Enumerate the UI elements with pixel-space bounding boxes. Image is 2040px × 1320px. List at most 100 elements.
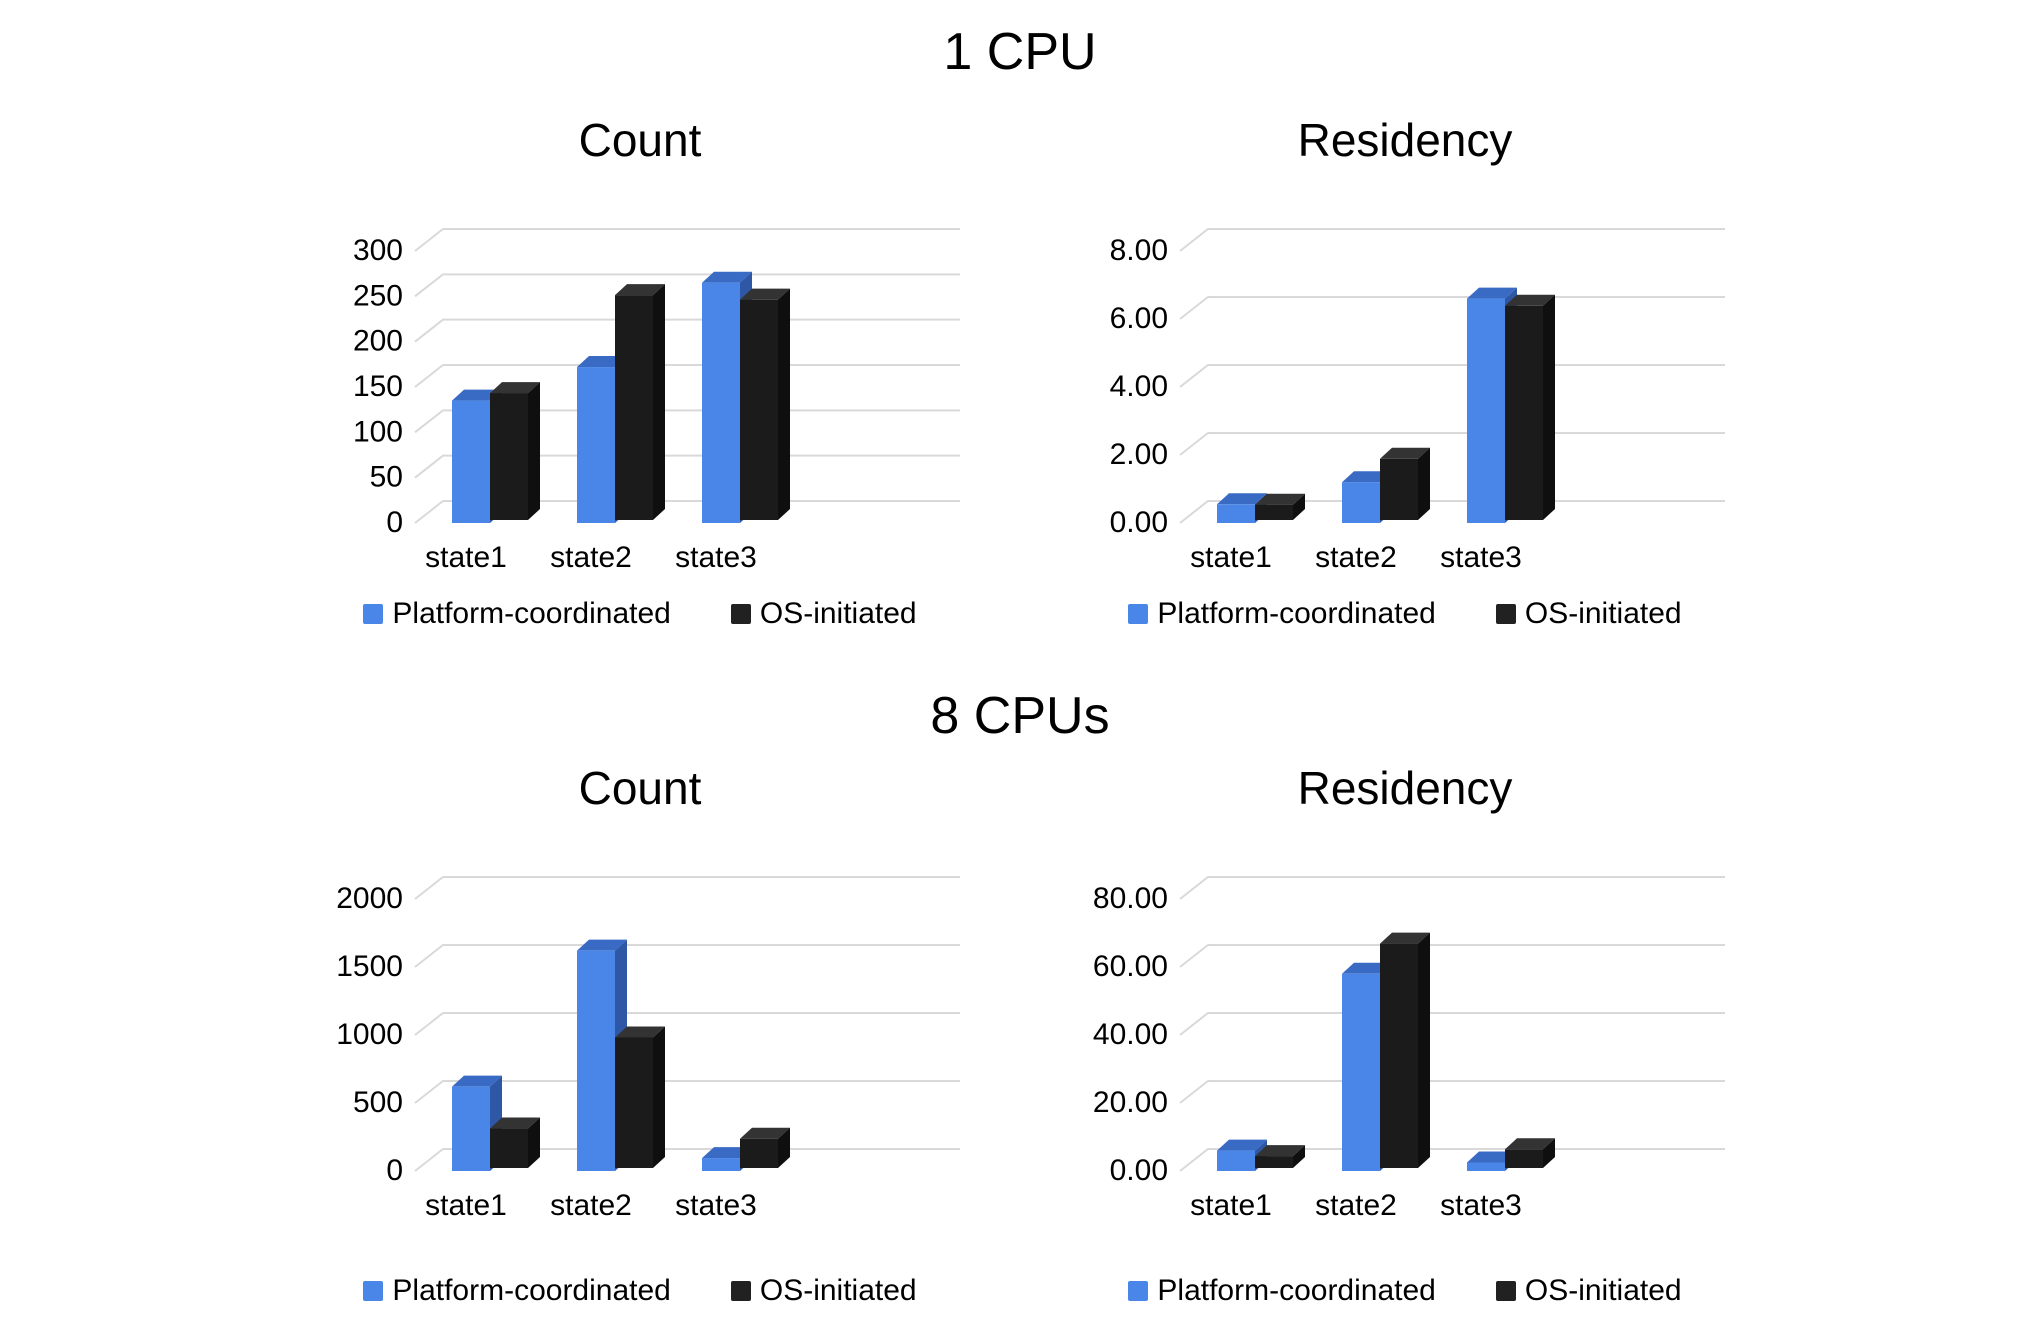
- legend: Platform-coordinated OS-initiated: [320, 597, 960, 631]
- chart-canvas: 0.00 20.00 40.00 60.00 80.00 state1 state2 stat…: [1093, 876, 1736, 1222]
- y-tick-label: 8.00: [1110, 234, 1168, 267]
- gridline: [1179, 364, 1736, 388]
- legend-swatch-platform-icon: [1128, 604, 1149, 624]
- gridline: [414, 876, 971, 900]
- legend-item-platform: Platform-coordinated: [363, 1274, 671, 1308]
- legend-swatch-os-icon: [1495, 1281, 1516, 1301]
- bar-platform-state3-top-face: [1467, 287, 1517, 299]
- gridline: [414, 1148, 971, 1172]
- y-tick-label: 2000: [336, 882, 403, 915]
- bar-os-state2-front-face: [615, 295, 653, 520]
- legend-swatch-os-icon: [730, 1281, 751, 1301]
- bar-platform-state1-front-face: [1217, 1150, 1255, 1171]
- y-tick-label: 80.00: [1093, 882, 1168, 915]
- bar-os-state3-front-face: [1505, 305, 1543, 520]
- bar-platform-state1-front-face: [452, 1086, 490, 1171]
- y-tick-label: 2.00: [1110, 438, 1168, 471]
- bar-platform-state2-front-face: [1342, 973, 1380, 1171]
- legend-item-os: OS-initiated: [730, 597, 917, 631]
- gridline: [414, 500, 971, 524]
- y-tick-label: 0.00: [1110, 506, 1168, 539]
- legend-label: OS-initiated: [759, 1274, 917, 1307]
- bar-os-state3-side-face: [1543, 1138, 1555, 1168]
- bar-platform-state2-front-face: [577, 367, 615, 523]
- bar-os-state1-front-face: [1255, 1156, 1293, 1168]
- gridline: [414, 454, 971, 479]
- bar-platform-state2-top-face: [577, 939, 627, 951]
- legend-label: Platform-coordinated: [1157, 1274, 1436, 1307]
- bar-os-state1-top-face: [1255, 493, 1305, 505]
- gridline: [1179, 1012, 1736, 1036]
- chart-canvas: 0 500 1000 1500 2000 state1 state2 state3: [336, 876, 971, 1222]
- bar-os-state1-side-face: [1293, 1145, 1305, 1168]
- legend-item-platform: Platform-coordinated: [1128, 1274, 1436, 1308]
- bar-platform-state3-front-face: [1467, 298, 1505, 523]
- bar-platform-state2-front-face: [1342, 482, 1380, 523]
- section-title-1cpu: 1 CPU: [943, 23, 1097, 81]
- y-tick-label: 20.00: [1093, 1086, 1168, 1119]
- x-category-label: state3: [675, 541, 757, 574]
- bar-os-state2-front-face: [615, 1037, 653, 1168]
- y-tick-label: 50: [370, 461, 403, 494]
- gridline: [1179, 432, 1736, 456]
- gridline: [414, 318, 971, 343]
- gridline: [1179, 500, 1736, 524]
- bar-os-state3-front-face: [740, 1138, 778, 1168]
- bar-os-state1-front-face: [1255, 504, 1293, 520]
- plot-area: 0.00 20.00 40.00 60.00 80.00 state1 state2 stat…: [1085, 844, 1736, 1229]
- bar-os-state3-top-face: [1505, 294, 1555, 306]
- legend-item-os: OS-initiated: [1495, 1274, 1682, 1308]
- legend-label: Platform-coordinated: [392, 1274, 671, 1307]
- bar-platform-state2-front-face: [577, 950, 615, 1171]
- bar-os-state2-top-face: [615, 1026, 665, 1038]
- x-category-label: state2: [550, 541, 632, 574]
- chart-title: Count: [578, 114, 702, 166]
- bar-os-state2-top-face: [615, 284, 665, 296]
- x-category-label: state1: [425, 1189, 507, 1222]
- gridline: [414, 273, 971, 298]
- chart-1cpu-residency: Residency 0.00 2.00 4.00 6.00 8.00 state1 stat…: [1085, 112, 1736, 631]
- bar-platform-state3-front-face: [702, 282, 740, 523]
- bar-os-state3-top-face: [1505, 1138, 1555, 1150]
- x-category-label: state3: [675, 1189, 757, 1222]
- bar-os-state3-side-face: [778, 288, 790, 520]
- x-category-label: state3: [1440, 1189, 1522, 1222]
- gridline: [414, 228, 971, 252]
- chart-title: Residency: [1297, 114, 1513, 166]
- bar-platform-state1-top-face: [452, 389, 502, 401]
- y-tick-label: 300: [353, 234, 403, 267]
- chart-8cpus-residency: Residency 0.00 20.00 40.00 60.00 80.00 state1…: [1085, 760, 1736, 1308]
- gridline: [414, 1080, 971, 1104]
- x-category-label: state3: [1440, 541, 1522, 574]
- chart-title: Residency: [1297, 762, 1513, 814]
- gridline: [414, 364, 971, 388]
- bar-os-state2-side-face: [653, 1026, 665, 1168]
- bar-os-state3-front-face: [740, 299, 778, 520]
- x-category-label: state2: [550, 1189, 632, 1222]
- x-category-label: state1: [425, 541, 507, 574]
- chart-title: Count: [578, 762, 702, 814]
- legend-label: OS-initiated: [1524, 1274, 1682, 1307]
- y-tick-label: 500: [353, 1086, 403, 1119]
- y-tick-label: 150: [353, 370, 403, 403]
- legend-label: Platform-coordinated: [1157, 597, 1436, 630]
- x-category-label: state2: [1315, 1189, 1397, 1222]
- bar-os-state3-front-face: [1505, 1149, 1543, 1168]
- bar-platform-state2-top-face: [577, 356, 627, 368]
- chart-canvas: 0.00 2.00 4.00 6.00 8.00 state1 state2 state3: [1110, 228, 1736, 574]
- plot-area: 0 50 100 150 200 250 300 state1 state2 state3: [320, 196, 971, 581]
- bar-os-state2-side-face: [653, 284, 665, 520]
- bar-os-state2-front-face: [1380, 943, 1418, 1168]
- bar-os-state1-front-face: [490, 393, 528, 520]
- gridline: [1179, 296, 1736, 320]
- y-tick-label: 200: [353, 325, 403, 358]
- chart-8cpus-count: Count 0 500 1000 1500 2000 state1 state2 state3…: [320, 760, 971, 1308]
- y-tick-label: 0: [386, 506, 403, 539]
- y-tick-label: 6.00: [1110, 302, 1168, 335]
- gridline: [414, 944, 971, 968]
- plot-area: 0 500 1000 1500 2000 state1 state2 state3: [320, 844, 971, 1229]
- y-tick-label: 60.00: [1093, 950, 1168, 983]
- legend-swatch-os-icon: [1495, 604, 1516, 624]
- gridline: [1179, 1148, 1736, 1172]
